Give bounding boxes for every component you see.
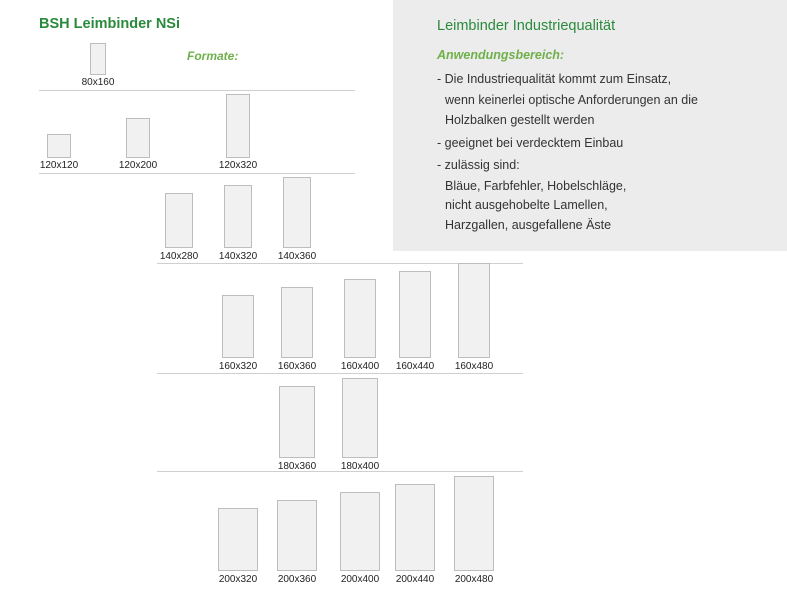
row-divider [157, 263, 523, 264]
row-divider [39, 90, 355, 91]
format-label: 140x320 [218, 251, 258, 262]
format-shape [344, 279, 376, 358]
panel-line: - zulässig sind: [437, 158, 520, 172]
format-shape [47, 134, 71, 158]
format-label: 80x160 [81, 77, 115, 88]
format-label: 180x400 [340, 461, 380, 472]
format-shape [165, 193, 193, 248]
format-shape [218, 508, 258, 571]
format-shape [222, 295, 254, 358]
format-label: 200x480 [454, 574, 494, 585]
format-label: 200x360 [277, 574, 317, 585]
format-shape [281, 287, 313, 358]
format-shape [340, 492, 380, 571]
format-label: 160x360 [277, 361, 317, 372]
panel-line: - Die Industriequalität kommt zum Einsat… [437, 72, 672, 86]
panel-line: Holzbalken gestellt werden [445, 113, 595, 127]
panel-title: Leimbinder Industriequalität [437, 18, 616, 34]
format-label: 200x320 [218, 574, 258, 585]
format-shape [342, 378, 378, 458]
format-label: 120x120 [39, 160, 79, 171]
format-label: 200x400 [340, 574, 380, 585]
format-label: 160x320 [218, 361, 258, 372]
panel-line: wenn keinerlei optische Anforderungen an… [445, 93, 698, 107]
format-label: 140x360 [277, 251, 317, 262]
panel-line: Bläue, Farbfehler, Hobelschläge, [445, 179, 627, 193]
format-label: 200x440 [395, 574, 435, 585]
row-divider [157, 471, 523, 472]
format-label: 120x320 [218, 160, 258, 171]
format-shape [454, 476, 494, 571]
formate-heading: Formate: [187, 49, 239, 63]
format-shape [279, 386, 315, 458]
row-divider [157, 373, 523, 374]
format-label: 160x480 [454, 361, 494, 372]
format-shape [458, 263, 490, 358]
format-shape [395, 484, 435, 571]
panel-line: Harzgallen, ausgefallene Äste [445, 218, 612, 232]
format-label: 120x200 [118, 160, 158, 171]
format-shape [283, 177, 311, 248]
format-shape [277, 500, 317, 571]
format-label: 180x360 [277, 461, 317, 472]
format-label: 160x440 [395, 361, 435, 372]
format-shape [224, 185, 252, 248]
info-panel: Leimbinder Industriequalität Anwendungsb… [393, 0, 787, 251]
panel-subtitle: Anwendungsbereich: [437, 48, 565, 62]
panel-line: nicht ausgehobelte Lamellen, [445, 198, 608, 212]
panel-line: - geeignet bei verdecktem Einbau [437, 136, 624, 150]
format-shape [126, 118, 150, 158]
page-title: BSH Leimbinder NSi [39, 16, 180, 32]
format-shape [226, 94, 250, 158]
format-label: 160x400 [340, 361, 380, 372]
format-label: 140x280 [159, 251, 199, 262]
format-shape [90, 43, 106, 75]
format-shape [399, 271, 431, 358]
row-divider [39, 173, 355, 174]
